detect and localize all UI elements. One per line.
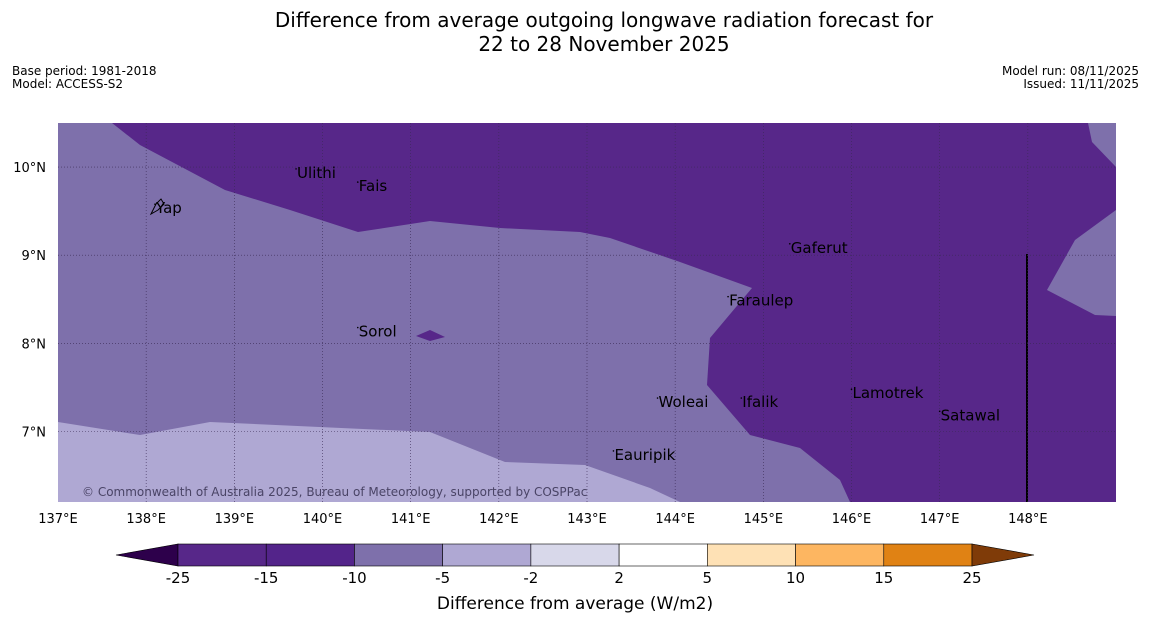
lat-tick: 8°N [22, 337, 47, 352]
place-dot [656, 397, 659, 399]
colorbar-segment [442, 543, 532, 567]
lon-tick: 141°E [391, 512, 431, 527]
title-line-2: 22 to 28 November 2025 [478, 32, 730, 56]
place-label-ifalik: Ifalik [742, 393, 778, 411]
place-label-fais: Fais [359, 177, 388, 195]
lon-tick: 144°E [655, 512, 695, 527]
place-label-yap: Yap [155, 199, 182, 217]
chart-title: Difference from average outgoing longwav… [0, 8, 1150, 56]
place-label-woleai: Woleai [659, 393, 709, 411]
colorbar: -25 -15 -10 -5 -2 2 5 10 15 25 [115, 543, 1035, 587]
colorbar-arrow-max [971, 543, 1035, 567]
model-run: Model run: 08/11/2025 [1001, 64, 1139, 78]
meta-right: Model run: 08/11/2025 Issued: 11/11/2025 [1002, 65, 1139, 91]
map-area: Yap Ulithi Fais Gaferut Faraulep Sorol Lamotre… [58, 123, 1116, 502]
colorbar-tick: -5 [435, 569, 450, 587]
colorbar-tick: -15 [254, 569, 279, 587]
lat-tick: 10°N [13, 161, 46, 176]
colorbar-title: Difference from average (W/m2) [436, 594, 714, 614]
colorbar-tick: 10 [786, 569, 805, 587]
issued-date: Issued: 11/11/2025 [1023, 77, 1139, 91]
region-dark-blob [416, 330, 445, 341]
colorbar-tick: 2 [614, 569, 624, 587]
colorbar-segment [530, 543, 620, 567]
base-period: Base period: 1981-2018 [12, 64, 157, 78]
lon-tick: 138°E [126, 512, 166, 527]
place-label-ulithi: Ulithi [297, 164, 336, 182]
lon-tick: 145°E [744, 512, 784, 527]
colorbar-tick: -10 [342, 569, 367, 587]
place-label-lamotrek: Lamotrek [853, 384, 924, 402]
lon-tick: 148°E [1008, 512, 1048, 527]
colorbar-segment [883, 543, 973, 567]
colorbar-segment [177, 543, 267, 567]
lat-tick-labels: 10°N 9°N 8°N 7°N [13, 161, 46, 440]
lon-tick: 143°E [567, 512, 607, 527]
lon-tick: 142°E [479, 512, 519, 527]
colorbar-segment [265, 543, 355, 567]
title-line-1: Difference from average outgoing longwav… [274, 8, 934, 32]
place-dot [154, 203, 156, 205]
place-labels: Yap Ulithi Fais Gaferut Faraulep Sorol Lamotre… [149, 164, 1000, 464]
colorbar-tick: 5 [703, 569, 713, 587]
place-label-satawal: Satawal [941, 406, 1000, 424]
meta-left: Base period: 1981-2018 Model: ACCESS-S2 [12, 65, 157, 91]
lon-tick: 139°E [215, 512, 255, 527]
colorbar-arrow-min [115, 543, 179, 567]
place-label-sorol: Sorol [359, 323, 397, 341]
lon-tick: 140°E [303, 512, 343, 527]
lat-tick: 7°N [22, 425, 47, 440]
model-name: Model: ACCESS-S2 [12, 77, 124, 91]
place-label-gaferut: Gaferut [791, 239, 848, 257]
colorbar-segment [795, 543, 885, 567]
place-dot [788, 243, 791, 245]
place-dot [356, 181, 359, 183]
colorbar-tick: 25 [962, 569, 981, 587]
place-dot [740, 397, 743, 399]
place-label-faraulep: Faraulep [729, 292, 793, 310]
lat-tick: 9°N [22, 249, 47, 264]
lon-tick: 146°E [832, 512, 872, 527]
place-dot [850, 388, 853, 391]
place-dot [938, 410, 941, 413]
lon-tick: 137°E [38, 512, 78, 527]
lon-tick-labels: 137°E 138°E 139°E 140°E 141°E 142°E 143°E 144°E… [38, 512, 1047, 527]
region-dark [112, 123, 1116, 502]
colorbar-tick: 15 [874, 569, 893, 587]
place-dot [727, 295, 729, 298]
colorbar-tick: -25 [166, 569, 191, 587]
place-dot [356, 326, 359, 329]
lon-tick: 147°E [920, 512, 960, 527]
place-label-eauripik: Eauripik [614, 446, 675, 464]
colorbar-segment [354, 543, 443, 567]
grid-lines [58, 123, 1116, 502]
place-dot [612, 450, 615, 452]
colorbar-segment [707, 543, 796, 567]
yap-island [149, 198, 165, 216]
colorbar-tick: -2 [523, 569, 538, 587]
place-dot [295, 168, 297, 170]
colorbar-segment [618, 543, 708, 567]
copyright-text: © Commonwealth of Australia 2025, Bureau… [82, 485, 587, 499]
